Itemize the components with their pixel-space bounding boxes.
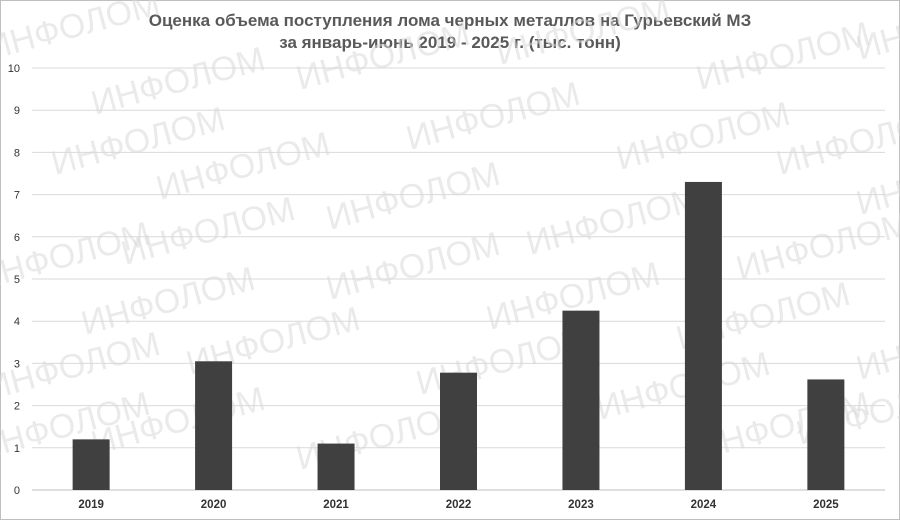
watermark-text: ИНФОЛОМ — [322, 225, 504, 308]
watermark-text: ИНФОЛОМ — [852, 0, 900, 68]
watermark-text: ИНФОЛОМ — [772, 100, 900, 183]
bar — [317, 443, 355, 490]
watermark-text: ИНФОЛОМ — [492, 0, 674, 73]
chart-title-line-2: за январь-июнь 2019 - 2025 г. (тыс. тонн… — [279, 33, 621, 52]
bar — [440, 372, 477, 490]
chart-title: Оценка объема поступления лома черных ме… — [0, 10, 900, 54]
y-tick-label: 0 — [14, 485, 20, 497]
watermark-text: ИНФОЛОМ — [0, 0, 164, 68]
y-tick-label: 3 — [14, 358, 20, 370]
watermark-text: ИНФОЛОМ — [322, 155, 504, 238]
x-tick-label: 2025 — [813, 499, 839, 511]
watermark-text: ИНФОЛОМ — [612, 95, 794, 178]
y-tick-label: 10 — [8, 63, 20, 75]
x-tick-label: 2023 — [568, 499, 594, 511]
x-tick-label: 2021 — [323, 499, 349, 511]
watermark-text: ИНФОЛОМ — [0, 215, 154, 298]
bars — [72, 181, 845, 490]
watermark-text: ИНФОЛОМ — [852, 305, 900, 388]
y-tick-label: 9 — [14, 105, 20, 117]
y-tick-label: 4 — [14, 316, 20, 328]
x-tick-label: 2022 — [446, 499, 472, 511]
y-axis-ticks: 0 1 2 3 4 5 6 7 8 9 10 — [8, 63, 20, 497]
watermark-text: ИНФОЛОМ — [692, 15, 874, 98]
x-axis-ticks: 2019 2020 2021 2022 2023 2024 2025 — [78, 499, 839, 511]
y-tick-label: 1 — [14, 443, 20, 455]
chart-title-line-1: Оценка объема поступления лома черных ме… — [148, 11, 752, 30]
bar — [195, 361, 233, 490]
watermark-text: ИНФОЛОМ — [292, 15, 474, 98]
y-tick-label: 8 — [14, 147, 20, 159]
bar — [807, 379, 845, 490]
x-tick-label: 2020 — [201, 499, 227, 511]
y-tick-label: 6 — [14, 232, 20, 244]
x-tick-label: 2019 — [78, 499, 104, 511]
bar — [562, 310, 600, 490]
watermark-text: ИНФОЛОМ — [732, 205, 900, 288]
watermark-text: ИНФОЛОМ — [522, 180, 704, 263]
bar — [72, 439, 110, 490]
bar — [684, 181, 722, 490]
x-tick-label: 2024 — [691, 499, 717, 511]
y-tick-label: 7 — [14, 190, 20, 202]
watermark-text: ИНФОЛОМ — [77, 260, 259, 343]
watermark-text: ИНФОЛОМ — [402, 75, 584, 158]
y-tick-label: 2 — [14, 401, 20, 413]
y-tick-label: 5 — [14, 274, 20, 286]
